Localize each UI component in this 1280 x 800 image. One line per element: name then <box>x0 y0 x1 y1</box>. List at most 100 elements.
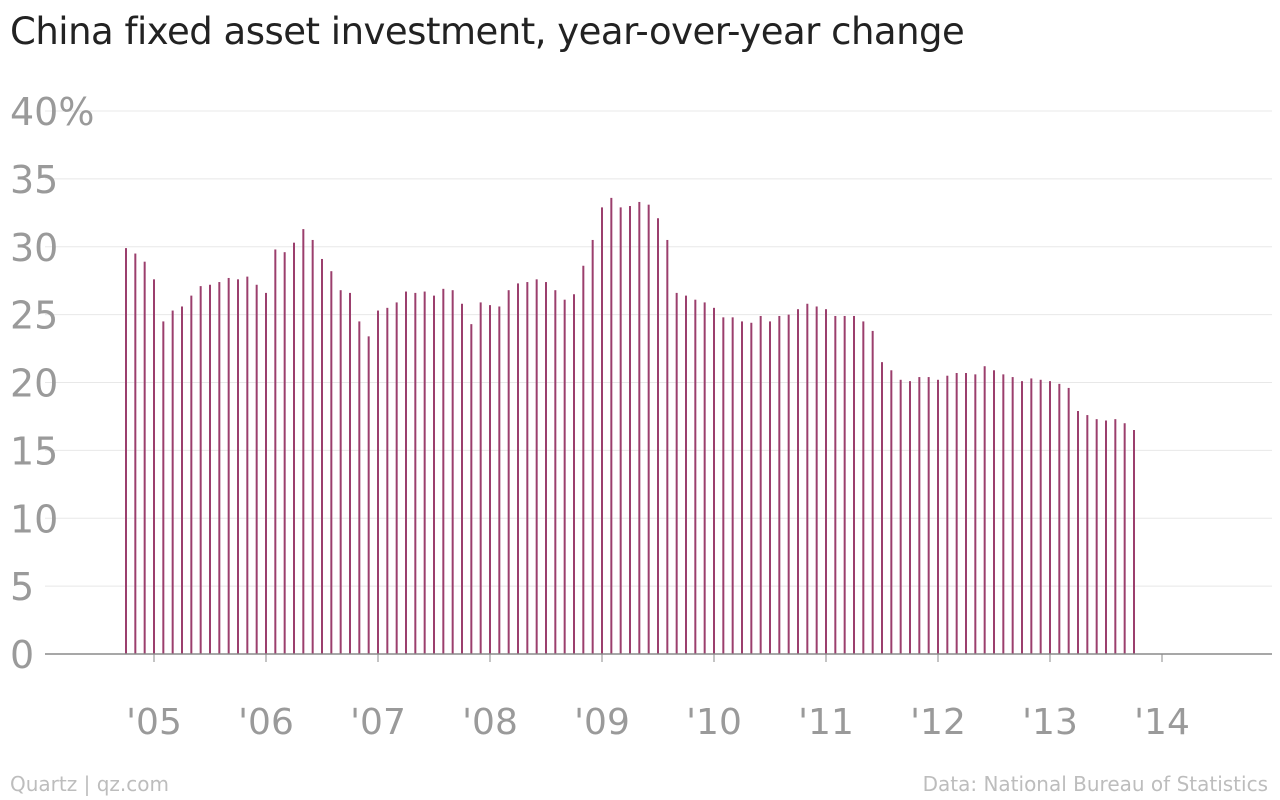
bar <box>937 379 939 654</box>
bar <box>731 317 734 654</box>
x-tick-label: '07 <box>350 702 406 743</box>
bar <box>246 276 249 654</box>
bar <box>190 295 193 654</box>
bar <box>535 279 538 654</box>
bar <box>302 229 305 654</box>
bar <box>218 282 221 654</box>
bar <box>899 379 902 654</box>
bar <box>498 306 501 654</box>
bar <box>433 295 435 654</box>
bar <box>1049 381 1051 654</box>
bar <box>685 295 687 654</box>
bar <box>591 239 594 654</box>
bar <box>657 218 659 655</box>
bar <box>694 299 697 654</box>
bar <box>1133 430 1135 654</box>
bar <box>395 302 398 654</box>
bar <box>1105 420 1107 654</box>
bar <box>563 299 566 654</box>
bar <box>386 307 389 654</box>
bar <box>601 207 603 654</box>
y-tick-label: 25 <box>10 294 58 338</box>
bar <box>787 314 790 655</box>
bar <box>1114 419 1117 654</box>
bar <box>1095 419 1098 654</box>
bar <box>713 307 715 654</box>
bar <box>377 310 379 654</box>
bar <box>769 321 771 654</box>
source-text: Data: National Bureau of Statistics <box>922 772 1268 796</box>
bar <box>517 283 519 654</box>
y-tick-label: 20 <box>10 362 58 406</box>
x-tick-label: '06 <box>238 702 294 743</box>
x-tick-label: '12 <box>910 702 966 743</box>
bar <box>619 207 622 654</box>
bar <box>255 284 258 654</box>
bar <box>358 321 361 654</box>
bar <box>330 271 333 654</box>
bar <box>479 302 482 654</box>
bar <box>554 290 557 654</box>
bar <box>797 309 799 654</box>
bar <box>1021 381 1023 654</box>
bar <box>181 306 183 654</box>
bar <box>778 315 781 654</box>
bar <box>647 204 650 655</box>
bar <box>759 315 762 654</box>
bar <box>134 253 137 655</box>
x-tick-label: '14 <box>1134 702 1190 743</box>
bar <box>853 315 855 654</box>
bar <box>321 258 323 654</box>
bar <box>1123 423 1126 654</box>
chart-title: China fixed asset investment, year-over-… <box>10 10 965 53</box>
bar <box>834 315 837 654</box>
x-tick-label: '09 <box>574 702 630 743</box>
x-tick-label: '08 <box>462 702 518 743</box>
x-axis-ticks: '05 '06 '07 '08 '09 '10 '11 '12 '13 '14 <box>126 654 1190 743</box>
bar <box>1058 383 1061 654</box>
x-tick-label: '11 <box>798 702 854 743</box>
bar <box>349 292 351 654</box>
bar <box>974 374 977 654</box>
bar <box>414 292 417 654</box>
bar <box>610 197 613 654</box>
bar <box>405 291 407 654</box>
x-tick-label: '10 <box>686 702 742 743</box>
bar <box>815 306 818 654</box>
bar <box>143 261 146 654</box>
bar <box>629 206 631 654</box>
bar <box>582 265 585 654</box>
bar <box>507 290 510 654</box>
x-tick-label: '05 <box>126 702 182 743</box>
bars <box>125 197 1135 655</box>
y-tick-label: 0 <box>10 633 34 677</box>
bar <box>209 284 211 654</box>
x-tick-label: '13 <box>1022 702 1078 743</box>
bar <box>1011 377 1014 654</box>
bar <box>825 309 827 654</box>
bar <box>545 282 547 654</box>
bar <box>890 370 893 654</box>
bar <box>526 282 529 654</box>
bar <box>806 303 809 654</box>
y-tick-label: 35 <box>10 158 58 202</box>
bar <box>666 239 669 654</box>
bar <box>871 330 874 654</box>
bar <box>367 336 370 654</box>
bar <box>293 242 295 654</box>
bar <box>675 292 678 654</box>
bar <box>741 321 743 654</box>
bar <box>1030 378 1033 654</box>
bar <box>461 303 463 654</box>
bar <box>927 377 930 654</box>
bar <box>451 290 454 654</box>
bar <box>265 292 267 654</box>
bar <box>881 362 883 654</box>
bar <box>946 375 949 654</box>
bar <box>489 305 491 654</box>
bar <box>171 310 174 654</box>
bar <box>237 279 239 654</box>
bar <box>993 370 995 654</box>
